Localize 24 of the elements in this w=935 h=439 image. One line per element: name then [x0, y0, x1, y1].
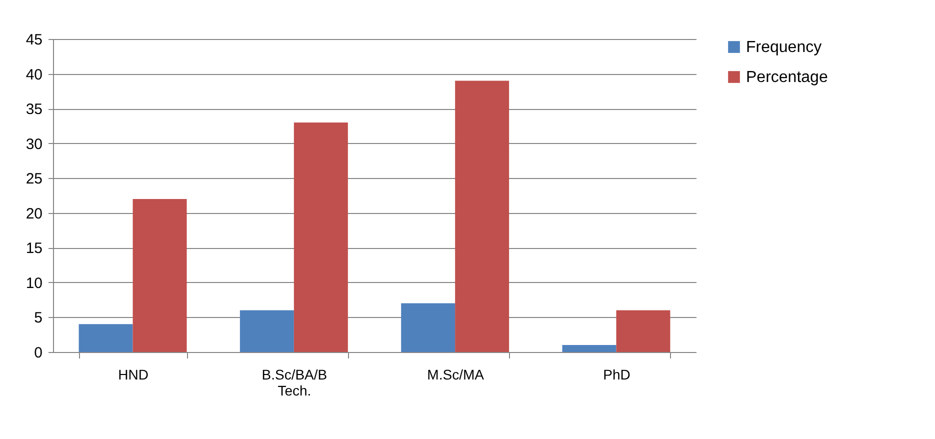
bar — [132, 198, 187, 352]
bar — [562, 345, 616, 352]
y-tick-label: 25 — [26, 170, 42, 188]
y-tick-label: 30 — [26, 136, 42, 153]
bar — [455, 80, 510, 352]
y-tick-label: 45 — [26, 32, 42, 48]
y-tick-label: 15 — [26, 240, 42, 258]
x-tick-label: HND — [118, 366, 148, 382]
bar — [240, 310, 294, 352]
x-tick-label: PhD — [603, 366, 630, 382]
legend-label: Frequency — [746, 39, 822, 56]
y-tick-label: 35 — [26, 101, 42, 118]
legend-label: Percentage — [746, 69, 828, 86]
bar — [78, 324, 133, 352]
y-tick-label: 10 — [26, 274, 42, 292]
bar — [294, 122, 348, 352]
y-tick-label: 40 — [26, 66, 42, 84]
y-tick-label: 0 — [34, 344, 42, 362]
bar — [616, 310, 670, 352]
y-tick-label: 5 — [34, 310, 42, 327]
y-tick-label: 20 — [26, 205, 42, 222]
bar — [401, 303, 456, 352]
x-tick-label: B.Sc/BA/B Tech. — [262, 366, 328, 398]
x-tick-label: M.Sc/MA — [427, 366, 485, 382]
